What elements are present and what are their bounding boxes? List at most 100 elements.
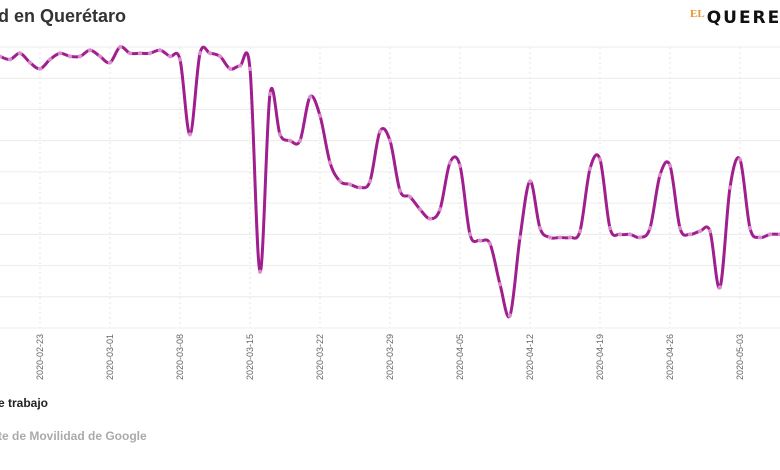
data-point <box>367 179 373 184</box>
data-point <box>697 229 703 234</box>
data-point <box>317 113 323 118</box>
data-point <box>427 216 433 221</box>
data-point <box>257 269 263 274</box>
x-axis-ticks: 2020-02-23 2020-03-01 2020-03-08 2020-03-15… <box>35 334 745 380</box>
series-points <box>0 44 780 318</box>
x-tick-label: 2020-04-19 <box>595 334 605 380</box>
data-point <box>307 94 313 100</box>
data-point <box>47 57 53 62</box>
data-point <box>357 185 363 190</box>
data-point <box>137 51 143 56</box>
data-point <box>487 241 493 246</box>
data-point <box>457 163 463 168</box>
data-point <box>287 138 293 143</box>
data-point <box>707 229 713 234</box>
data-point <box>97 54 103 59</box>
data-point <box>517 235 523 240</box>
data-point <box>737 157 743 162</box>
data-point <box>177 57 183 62</box>
data-point <box>717 285 723 290</box>
data-point <box>777 232 780 237</box>
data-point <box>727 185 733 190</box>
x-tick-label: 2020-04-12 <box>525 334 535 380</box>
data-point <box>607 225 613 231</box>
data-point <box>617 232 623 237</box>
chart-title: d en Querétaro <box>0 6 127 26</box>
data-point <box>587 166 593 171</box>
data-point <box>687 232 693 237</box>
data-point <box>217 54 223 59</box>
legend-label: e trabajo <box>0 396 49 410</box>
data-point <box>417 207 423 212</box>
data-point <box>17 51 23 56</box>
line-chart: 2020-02-23 2020-03-01 2020-03-08 2020-03-15… <box>0 44 780 380</box>
source-note: te de Movilidad de Google <box>0 429 147 443</box>
data-point <box>247 66 253 72</box>
x-tick-label: 2020-04-26 <box>665 334 675 380</box>
grid <box>0 46 780 329</box>
data-point <box>27 60 33 65</box>
data-point <box>0 54 3 59</box>
data-point <box>337 179 343 184</box>
data-point <box>277 132 283 137</box>
data-point <box>397 188 403 193</box>
data-point <box>57 51 63 56</box>
data-point <box>507 313 513 318</box>
data-point <box>7 57 13 62</box>
data-point <box>747 225 753 231</box>
data-point <box>767 232 773 237</box>
data-point <box>387 138 393 143</box>
data-point <box>227 66 233 72</box>
data-point <box>567 235 573 240</box>
data-point <box>377 129 383 134</box>
data-point <box>187 132 193 137</box>
data-point <box>87 47 93 53</box>
data-point <box>127 51 133 56</box>
data-point <box>597 157 603 162</box>
x-tick-label: 2020-05-03 <box>735 334 745 380</box>
data-point <box>347 182 353 187</box>
logo-main: QUERE <box>706 8 780 28</box>
data-point <box>637 235 643 240</box>
data-point <box>237 63 243 68</box>
data-point <box>437 207 443 212</box>
newspaper-logo: EL QUERE <box>690 8 780 28</box>
data-point <box>677 225 683 231</box>
x-tick-label: 2020-03-15 <box>245 334 255 380</box>
data-point <box>537 225 543 231</box>
data-point <box>527 179 533 184</box>
data-point <box>647 225 653 231</box>
data-point <box>497 282 503 287</box>
x-tick-label: 2020-04-05 <box>455 334 465 380</box>
data-point <box>147 51 153 56</box>
data-point <box>657 172 663 178</box>
data-point <box>447 160 453 165</box>
logo-prefix: EL <box>690 8 705 20</box>
data-point <box>77 54 83 59</box>
data-point <box>37 66 43 72</box>
data-point <box>107 60 113 65</box>
data-point <box>117 44 123 50</box>
data-point <box>67 54 73 59</box>
data-point <box>157 47 163 53</box>
x-tick-label: 2020-03-29 <box>385 334 395 380</box>
x-tick-label: 2020-03-22 <box>315 334 325 380</box>
data-point <box>577 229 583 234</box>
data-point <box>667 163 673 168</box>
data-point <box>547 235 553 240</box>
data-point <box>267 91 273 97</box>
data-point <box>167 54 173 59</box>
data-point <box>477 238 483 243</box>
data-point <box>207 51 213 56</box>
x-tick-label: 2020-03-08 <box>175 334 185 380</box>
data-point <box>197 51 203 56</box>
data-point <box>467 232 473 237</box>
data-point <box>757 235 763 240</box>
data-point <box>297 138 303 143</box>
data-point <box>407 194 413 200</box>
data-point <box>627 232 633 237</box>
x-tick-label: 2020-02-23 <box>35 334 45 380</box>
x-tick-label: 2020-03-01 <box>105 334 115 380</box>
data-point <box>557 235 563 240</box>
data-point <box>327 160 333 165</box>
